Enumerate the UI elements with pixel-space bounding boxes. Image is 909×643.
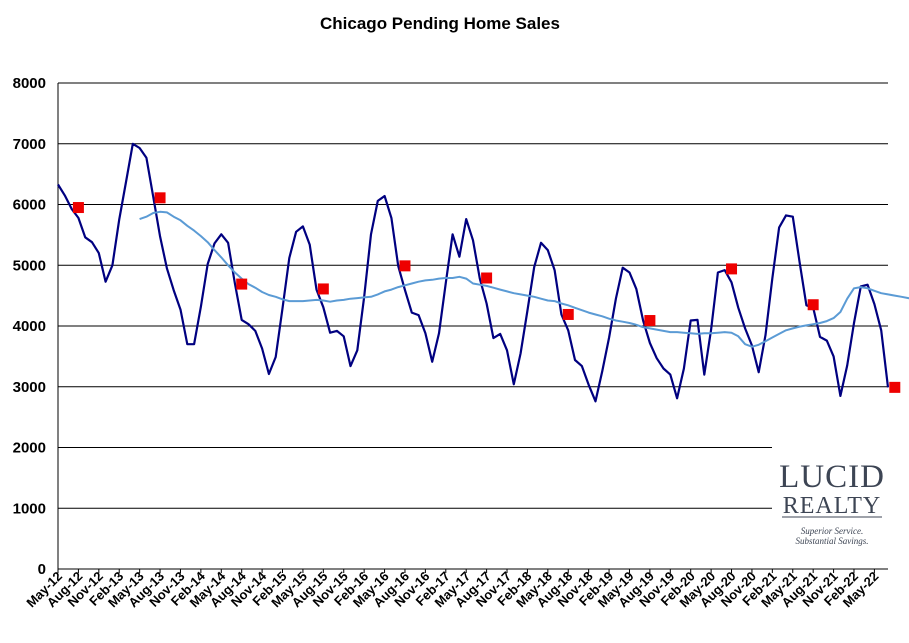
y-axis: 0 1000 2000 3000 4000 5000 6000 7000 8000 — [13, 75, 888, 578]
logo-name-line1: LUCID — [779, 459, 885, 495]
y-tick-label: 8000 — [13, 75, 46, 92]
y-tick-label: 7000 — [13, 136, 46, 153]
year-over-year-marker — [481, 272, 493, 284]
y-tick-label: 2000 — [13, 440, 46, 457]
y-tick-label: 1000 — [13, 500, 46, 517]
gridlines — [58, 82, 888, 509]
chart-title: Chicago Pending Home Sales — [320, 14, 560, 33]
moving-average-line — [139, 210, 909, 348]
logo-name-line2: REALTY — [783, 493, 881, 519]
y-tick-label: 0 — [38, 561, 46, 578]
series-layer — [57, 142, 909, 403]
year-over-year-marker — [317, 283, 329, 295]
year-over-year-marker — [807, 299, 819, 311]
x-axis: May-12Aug-12Nov-12Feb-13May-13Aug-13Nov-… — [23, 568, 881, 610]
logo-background — [772, 446, 892, 556]
year-over-year-marker — [399, 260, 411, 272]
y-tick-label: 6000 — [13, 197, 46, 214]
year-over-year-marker — [644, 315, 656, 327]
y-tick-label: 5000 — [13, 257, 46, 274]
logo-tagline-line1: Superior Service. — [801, 526, 863, 536]
y-tick-label: 4000 — [13, 318, 46, 335]
lucid-realty-logo: LUCID REALTY Superior Service. Substanti… — [772, 446, 892, 556]
year-over-year-marker — [562, 308, 574, 320]
year-over-year-marker — [154, 192, 166, 204]
year-over-year-marker — [236, 278, 248, 290]
year-over-year-marker — [889, 381, 901, 393]
year-over-year-marker — [726, 263, 738, 275]
year-over-year-marker — [72, 202, 84, 214]
y-tick-label: 3000 — [13, 379, 46, 396]
logo-tagline-line2: Substantial Savings. — [795, 536, 868, 546]
monthly-sales-line — [57, 142, 890, 403]
